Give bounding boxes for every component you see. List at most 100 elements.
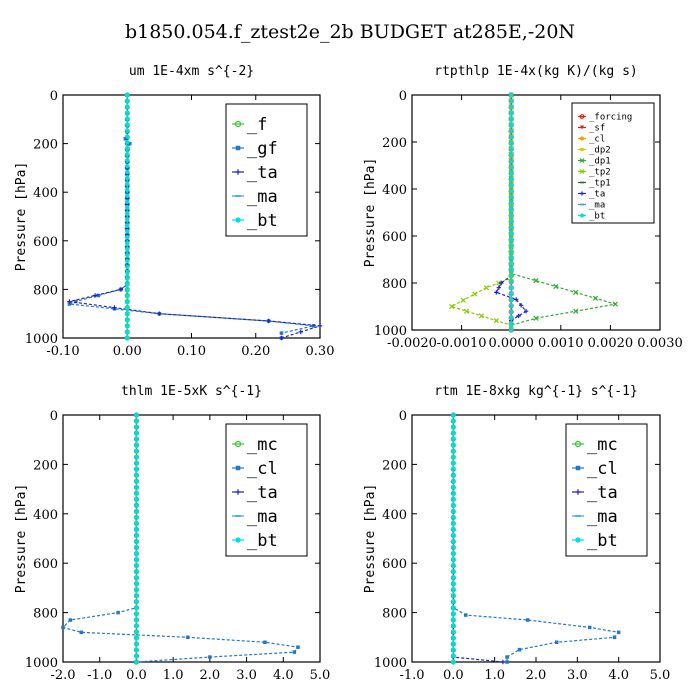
data-point [451,551,456,556]
data-point [509,201,514,206]
legend-label: _bt [247,211,278,231]
legend-marker [235,465,241,471]
series-tp2 [449,92,514,328]
data-point [67,299,72,304]
data-point [116,610,120,615]
data-point [472,291,478,297]
data-point [509,128,514,134]
data-point [134,575,139,580]
data-point [125,276,130,281]
data-point [74,299,78,304]
data-point [134,418,139,424]
data-point [451,485,456,490]
x-tick-label: 1.0 [484,668,505,683]
legend-item: _sf [578,124,605,134]
x-tick-label: -0.10 [46,344,79,359]
data-point [451,593,456,598]
legend-label: _ma [247,187,278,207]
data-point [509,261,514,266]
data-point [134,521,139,526]
data-point [134,467,139,472]
data-point [451,473,456,478]
panel-title: rtm 1E-8xkg kg^{-1} s^{-1} [434,384,638,399]
data-point [125,169,130,175]
data-point [134,647,139,653]
y-tick-label: 0 [399,89,407,104]
data-point [523,309,529,314]
legend: _f _gf _ta _ma _bt [225,103,308,237]
data-point [451,497,456,502]
data-point [505,660,509,664]
data-point [296,645,300,649]
series-bt [125,92,130,341]
data-point [134,539,139,544]
legend-label: _ma [589,201,605,211]
y-tick-label: 400 [382,183,407,198]
data-point [451,515,456,520]
y-tick-label: 200 [382,136,407,151]
plot-frame [62,414,321,663]
data-point [134,430,139,436]
data-point [451,467,456,472]
data-point [125,116,130,121]
data-point [509,134,514,140]
data-point [125,193,130,198]
data-point [125,223,130,228]
y-tick-label: 200 [382,458,407,473]
data-point [123,136,128,141]
data-point [451,557,456,562]
data-point [134,485,139,490]
data-point [509,177,514,182]
data-point [263,640,267,644]
legend-label: _f [247,115,267,135]
data-point [134,442,139,448]
data-point [266,318,271,324]
legend-item: _mc [572,435,618,455]
data-point [463,613,468,617]
data-point [451,659,456,665]
data-point [509,141,514,146]
data-point [134,460,139,466]
y-tick-label: 400 [382,508,407,523]
panel-4: rtm 1E-8xkg kg^{-1} s^{-1} Pressure [hPa]… [363,384,670,683]
data-point [516,313,521,319]
data-point [125,146,130,151]
x-tick-label: 2.0 [526,668,547,683]
data-point [125,252,130,258]
x-tick-label: 5.0 [650,668,671,683]
data-point [451,599,456,604]
data-point [509,153,514,158]
x-tick-label: 0.20 [241,344,270,359]
legend-label: _tp1 [589,179,611,189]
data-point [509,321,514,327]
data-point [509,159,514,164]
legend-marker [574,440,582,448]
data-point [554,640,559,644]
data-point [517,647,522,652]
data-point [451,545,456,550]
x-tick-label: -0.0020 [387,336,437,351]
legend-label: _tp2 [589,168,611,178]
legend-item: _bt [232,211,278,231]
legend-marker [580,147,584,152]
data-point [125,217,130,222]
data-point [125,264,130,270]
data-point [134,454,139,460]
data-point [125,282,130,287]
legend-item: _dp1 [578,157,611,167]
panel-2: rtpthlp 1E-4x(kg K)/(kg s) Pressure [hPa]… [363,64,683,351]
legend-item: _dp2 [578,146,611,156]
data-point [317,323,323,329]
data-point [125,300,130,305]
data-point [494,290,499,295]
data-point [134,491,139,496]
data-point [311,324,316,328]
legend-label: _cl [587,459,618,479]
data-point [493,317,499,324]
data-point [125,140,130,145]
data-point [125,246,130,252]
y-tick-label: 800 [33,607,58,622]
data-point [208,655,212,659]
data-point [509,273,514,278]
data-point [451,647,456,653]
